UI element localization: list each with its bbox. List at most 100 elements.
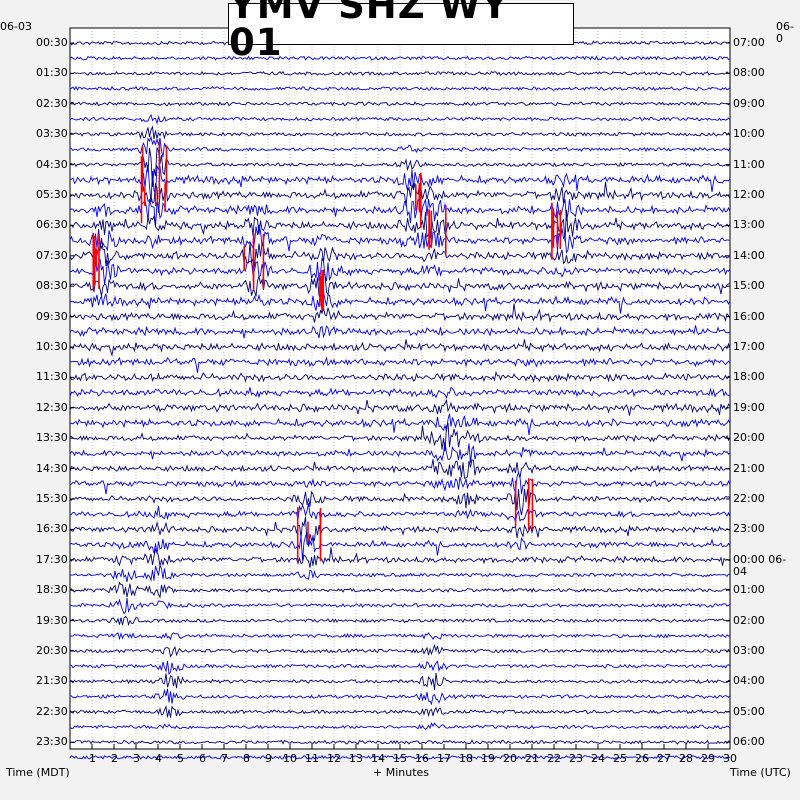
trace-row — [69, 581, 731, 599]
x-tick-label: 28 — [679, 752, 693, 765]
x-tick-label: 18 — [459, 752, 473, 765]
left-time-label: 14:30 — [36, 461, 68, 475]
left-time-label: 01:30 — [36, 66, 68, 80]
right-time-label: 04:00 — [733, 674, 765, 688]
right-time-label: 11:00 — [733, 157, 765, 171]
right-time-label: 17:00 — [733, 340, 765, 353]
left-time-label: 09:30 — [36, 309, 68, 323]
left-date-label: 06-03 — [0, 20, 32, 33]
seismic-traces — [69, 40, 731, 760]
left-time-label: 08:30 — [36, 279, 68, 293]
x-tick-label: 14 — [371, 752, 385, 765]
right-date-label: 06-0 — [776, 20, 794, 45]
right-time-label: 20:00 — [733, 431, 765, 445]
trace-row — [69, 101, 731, 107]
left-time-label: 23:30 — [36, 735, 68, 749]
right-axis-title: Time (UTC) — [730, 766, 791, 779]
trace-row — [69, 125, 731, 140]
trace-row — [69, 181, 731, 214]
trace-row — [69, 147, 731, 187]
trace-row — [69, 398, 731, 416]
right-time-label: 13:00 — [733, 218, 765, 232]
trace-row — [69, 503, 731, 524]
right-time-label: 16:00 — [733, 309, 765, 323]
x-tick-label: 2 — [111, 752, 118, 765]
right-time-label: 12:00 — [733, 188, 765, 201]
trace-row — [69, 488, 731, 516]
right-time-label: 19:00 — [733, 400, 765, 414]
left-time-label: 18:30 — [36, 583, 68, 597]
x-tick-label: 3 — [133, 752, 140, 765]
x-tick-label: 15 — [393, 752, 407, 765]
trace-row — [69, 209, 731, 242]
x-tick-label: 5 — [177, 752, 184, 765]
trace-row — [69, 722, 731, 730]
right-time-label: 00:00 06-04 — [733, 552, 787, 578]
x-tick-label: 17 — [437, 752, 451, 765]
trace-row — [69, 615, 731, 627]
right-time-label: 21:00 — [733, 461, 765, 475]
x-tick-label: 22 — [547, 752, 561, 765]
right-time-label: 18:00 — [733, 370, 765, 384]
right-time-label: 03:00 — [733, 644, 765, 657]
x-tick-label: 13 — [349, 752, 363, 765]
x-tick-label: 29 — [701, 752, 715, 765]
trace-row — [69, 413, 731, 436]
trace-row — [69, 739, 731, 745]
trace-row — [69, 70, 731, 77]
trace-row — [69, 339, 731, 357]
left-time-label: 11:30 — [36, 370, 68, 384]
trace-row — [69, 471, 731, 495]
x-tick-label: 4 — [155, 752, 162, 765]
trace-row — [69, 442, 731, 463]
chart-title: YMV SHZ WY 01 — [229, 0, 510, 64]
left-time-label: 07:30 — [36, 248, 68, 262]
left-time-label: 13:30 — [36, 431, 68, 445]
left-axis-title: Time (MDT) — [6, 766, 70, 779]
trace-row — [69, 303, 731, 323]
left-time-label: 19:30 — [36, 613, 68, 627]
x-tick-label: 27 — [657, 752, 671, 765]
trace-row — [69, 459, 731, 479]
left-time-label: 00:30 — [36, 36, 68, 49]
right-time-label: 23:00 — [733, 522, 765, 536]
trace-row — [69, 238, 731, 268]
x-tick-label: 6 — [199, 752, 206, 765]
left-time-label: 06:30 — [36, 218, 68, 232]
trace-row — [69, 632, 730, 641]
right-time-label: 09:00 — [733, 96, 765, 110]
right-time-label: 06:00 — [733, 735, 765, 749]
x-tick-label: 9 — [265, 752, 272, 765]
trace-row — [69, 85, 731, 92]
trace-row — [69, 325, 731, 339]
right-time-label: 07:00 — [733, 36, 765, 49]
x-tick-label: 7 — [221, 752, 228, 765]
left-time-label: 04:30 — [36, 157, 68, 171]
x-tick-label: 12 — [327, 752, 341, 765]
trace-row — [69, 532, 731, 561]
left-time-label: 20:30 — [36, 644, 68, 657]
trace-row — [69, 422, 731, 452]
trace-row — [69, 516, 731, 546]
x-tick-label: 24 — [591, 752, 605, 765]
trace-row — [69, 597, 731, 615]
trace-row — [69, 164, 731, 203]
x-tick-label: 25 — [613, 752, 627, 765]
right-time-label: 08:00 — [733, 66, 765, 80]
left-time-label: 22:30 — [36, 704, 68, 718]
trace-row — [69, 660, 731, 676]
trace-row — [69, 273, 731, 299]
x-tick-label: 1 — [89, 752, 96, 765]
right-time-label: 02:00 — [733, 613, 765, 627]
trace-row — [69, 370, 731, 383]
axis-ticks — [69, 42, 731, 749]
trace-row — [69, 135, 731, 158]
right-time-label: 01:00 — [733, 583, 765, 597]
x-tick-label: 26 — [635, 752, 649, 765]
trace-row — [69, 386, 731, 400]
trace-row — [69, 688, 731, 706]
trace-row — [69, 673, 731, 691]
trace-row — [69, 643, 731, 658]
left-time-label: 16:30 — [36, 522, 68, 536]
